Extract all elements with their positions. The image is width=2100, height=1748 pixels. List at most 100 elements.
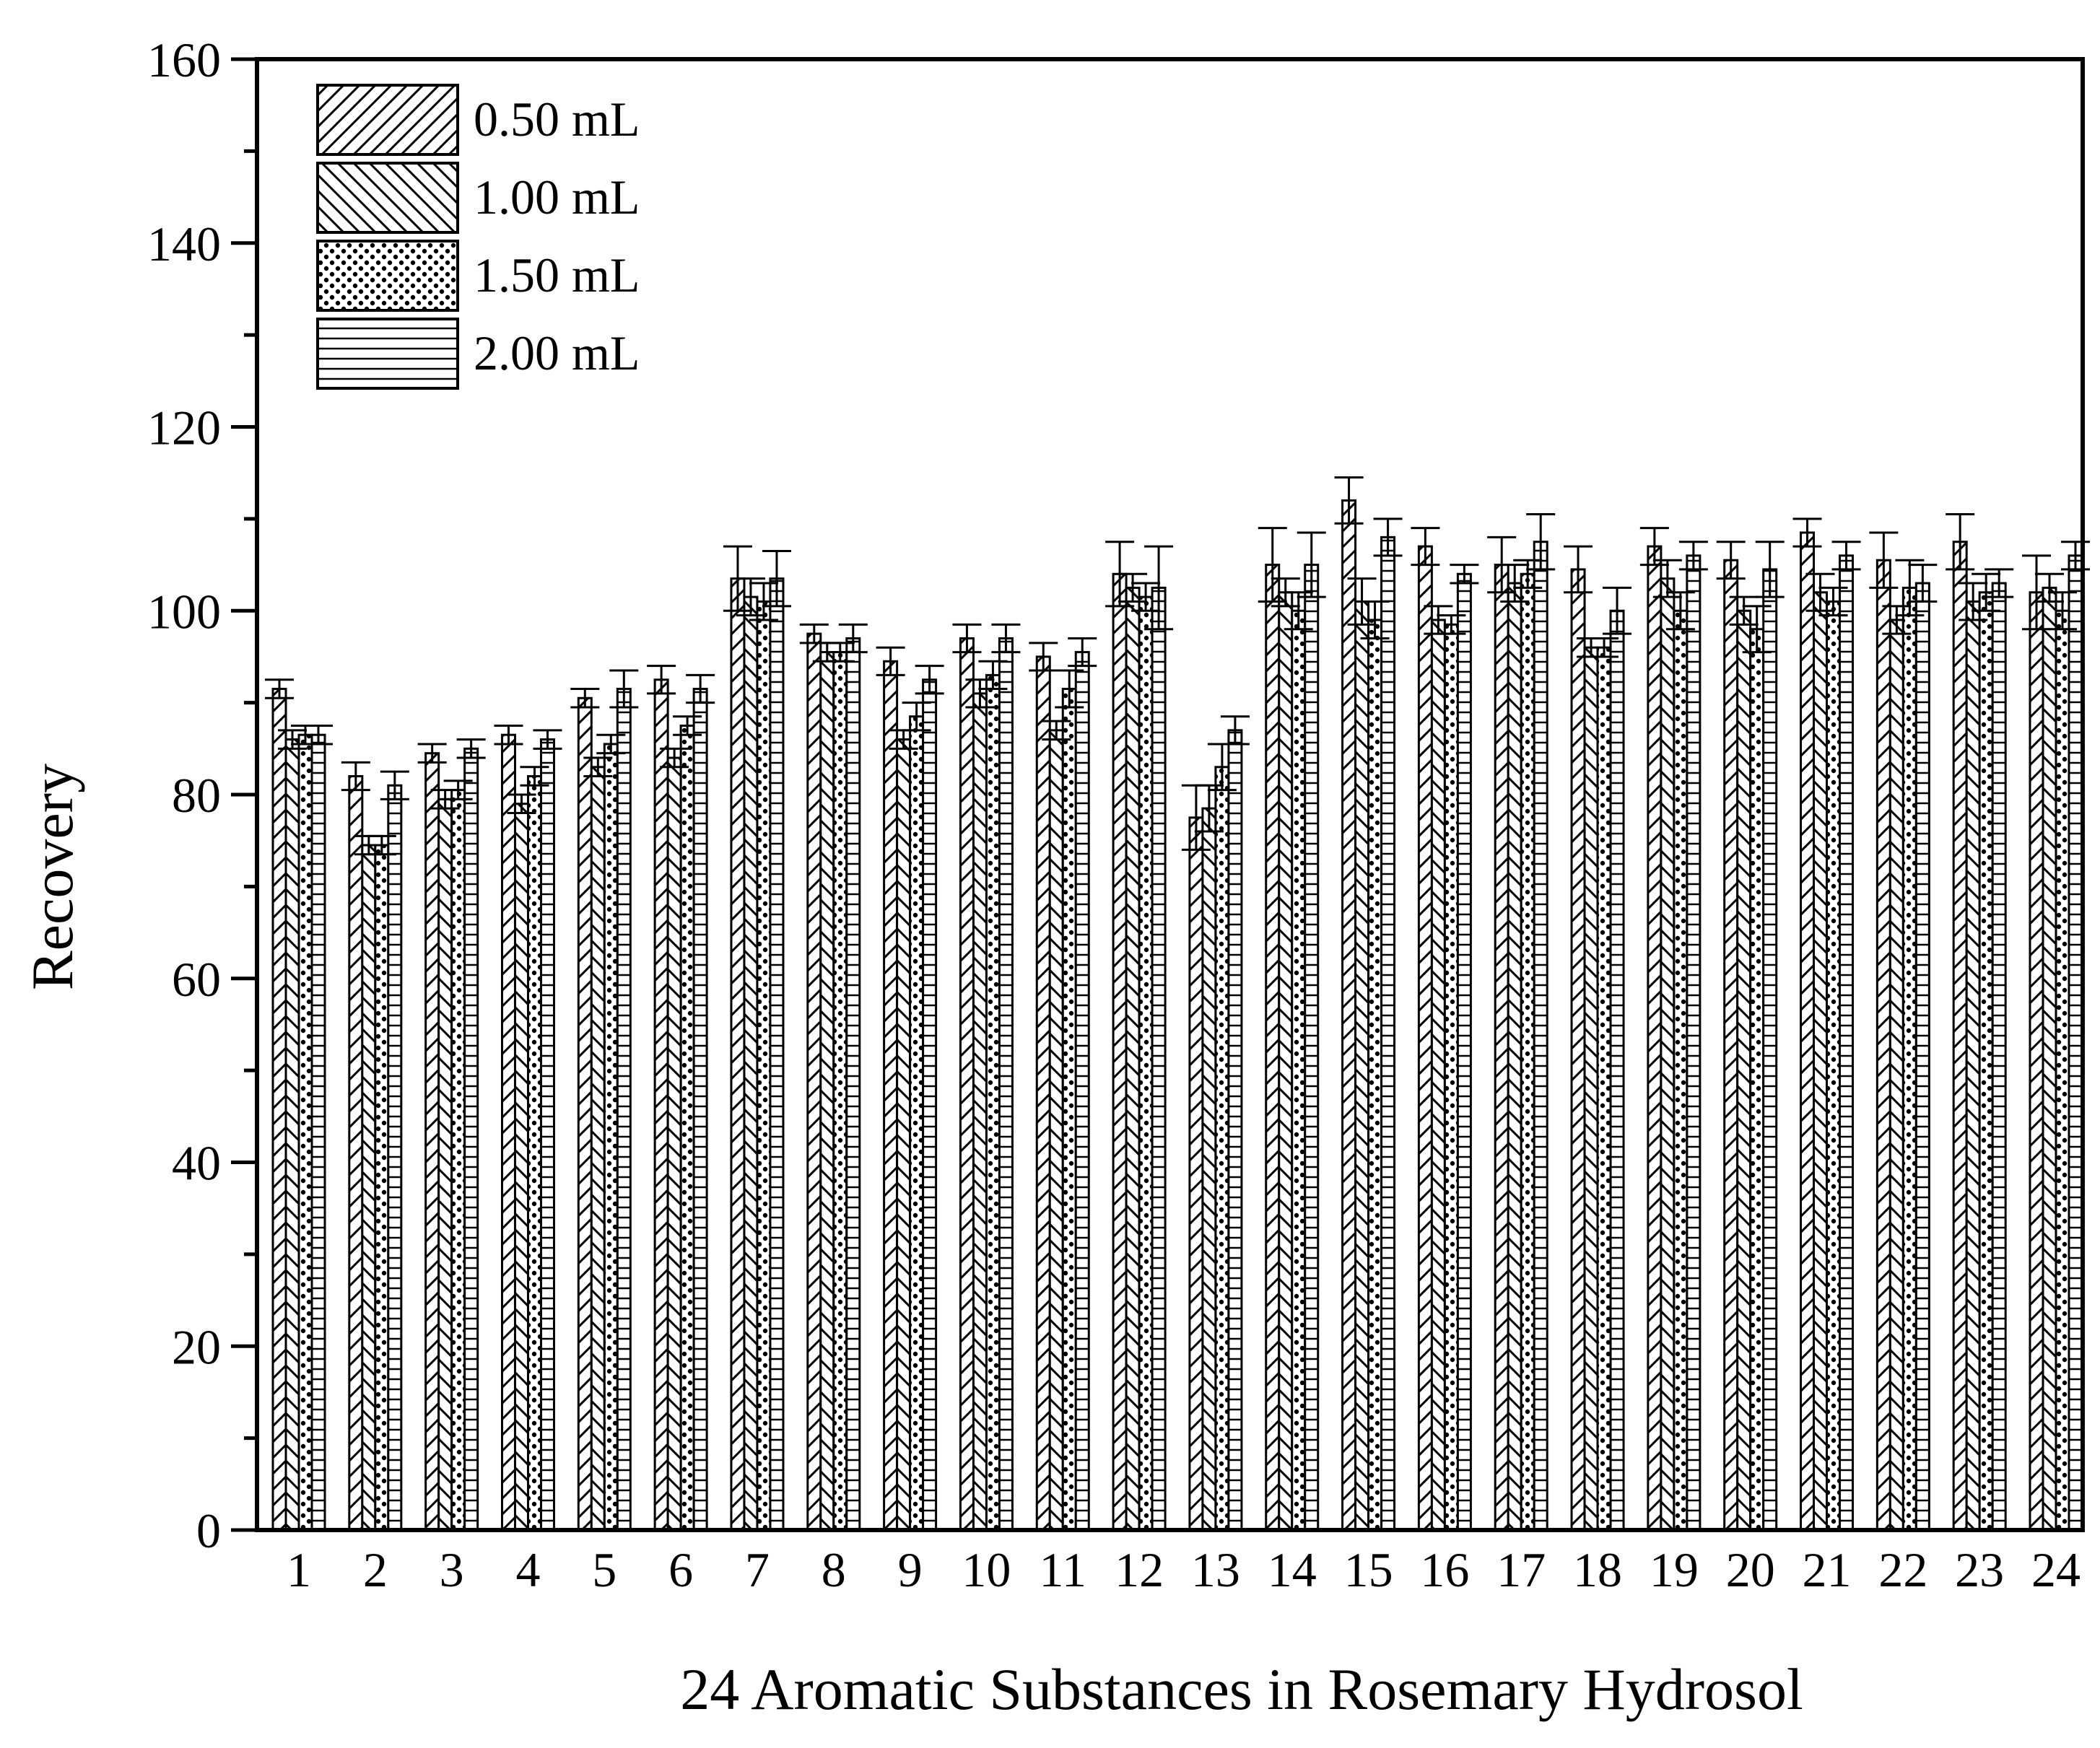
bar-0-50-mlcat-3 <box>424 752 440 1531</box>
bar-1-50-mlcat-16 <box>1443 623 1459 1531</box>
error-bar-1-00-mlcat-1 <box>278 729 307 750</box>
bar-1-50-mlcat-1 <box>297 733 313 1531</box>
error-bar-2-00-mlcat-2 <box>380 770 409 800</box>
legend-label: 0.50 mL <box>474 92 640 147</box>
error-bar-2-00-mlcat-20 <box>1755 541 1785 598</box>
error-bar-2-00-mlcat-16 <box>1450 564 1479 585</box>
legend-label: 2.00 mL <box>474 325 640 380</box>
error-bar-1-00-mlcat-11 <box>1042 720 1071 741</box>
error-bar-0-50-mlcat-8 <box>799 623 829 644</box>
bar-2-00-mlcat-3 <box>463 747 479 1531</box>
error-bar-1-50-mlcat-3 <box>443 779 473 800</box>
bar-1-00-mlcat-21 <box>1813 591 1829 1531</box>
y-tick-label-60: 60 <box>172 952 221 1007</box>
bar-1-50-mlcat-22 <box>1901 586 1917 1531</box>
bar-1-50-mlcat-13 <box>1214 766 1230 1531</box>
bar-1-00-mlcat-10 <box>972 692 988 1531</box>
legend-item-0-50-ml: 0.50 mL <box>316 84 640 156</box>
bars-layer <box>271 499 2083 1531</box>
error-bar-1-50-mlcat-16 <box>1437 614 1466 635</box>
x-tick-label-15: 15 <box>1344 1542 1393 1597</box>
legend-item-1-50-ml: 1.50 mL <box>316 240 640 312</box>
bar-0-50-mlcat-20 <box>1723 559 1739 1531</box>
bar-0-50-mlcat-21 <box>1800 531 1816 1531</box>
error-bar-2-00-mlcat-11 <box>1068 637 1097 668</box>
bar-2-00-mlcat-5 <box>616 688 632 1531</box>
bar-2-00-mlcat-18 <box>1609 609 1625 1531</box>
bar-1-00-mlcat-8 <box>819 651 835 1531</box>
error-bar-0-50-mlcat-19 <box>1639 527 1669 567</box>
error-bar-2-00-mlcat-10 <box>991 623 1021 654</box>
error-bar-1-50-mlcat-22 <box>1895 559 1925 617</box>
error-bar-0-50-mlcat-4 <box>494 724 523 746</box>
bar-1-00-mlcat-18 <box>1583 646 1599 1531</box>
error-bar-2-00-mlcat-8 <box>838 623 868 654</box>
error-bar-0-50-mlcat-9 <box>876 646 905 676</box>
x-axis-title: 24 Aromatic Substances in Rosemary Hydro… <box>680 1656 1803 1722</box>
x-tick-label-6: 6 <box>668 1542 693 1597</box>
bar-0-50-mlcat-9 <box>883 660 899 1531</box>
bar-1-00-mlcat-15 <box>1354 600 1370 1531</box>
bar-2-00-mlcat-16 <box>1456 572 1472 1531</box>
bar-0-50-mlcat-13 <box>1188 816 1204 1531</box>
bar-2-00-mlcat-14 <box>1304 564 1320 1531</box>
error-bar-2-00-mlcat-18 <box>1603 586 1632 635</box>
bar-1-00-mlcat-7 <box>743 595 759 1531</box>
y-axis-ticks: 0 20 40 60 80 100 120 140 160 <box>147 32 257 1558</box>
y-tick-label-40: 40 <box>172 1136 221 1191</box>
bar-0-50-mlcat-6 <box>653 678 669 1531</box>
bar-2-00-mlcat-9 <box>922 678 938 1531</box>
bar-2-00-mlcat-23 <box>1991 582 2007 1531</box>
error-bar-1-50-mlcat-18 <box>1590 637 1619 658</box>
y-tick-label-140: 140 <box>147 217 221 271</box>
error-bar-1-00-mlcat-10 <box>965 678 995 709</box>
bar-2-00-mlcat-10 <box>998 637 1014 1531</box>
error-bar-1-50-mlcat-12 <box>1131 582 1161 612</box>
error-bar-1-50-mlcat-19 <box>1665 591 1695 631</box>
bar-1-00-mlcat-4 <box>513 803 529 1531</box>
error-bar-2-00-mlcat-17 <box>1526 513 1556 571</box>
bar-1-50-mlcat-10 <box>985 673 1001 1531</box>
x-tick-label-10: 10 <box>962 1542 1011 1597</box>
bar-1-00-mlcat-3 <box>437 797 453 1531</box>
bar-2-00-mlcat-13 <box>1227 729 1243 1531</box>
bar-0-50-mlcat-18 <box>1570 568 1586 1531</box>
error-bar-2-00-mlcat-14 <box>1297 531 1326 598</box>
legend-swatch <box>316 162 459 234</box>
error-bar-0-50-mlcat-20 <box>1716 541 1746 580</box>
error-bar-0-50-mlcat-22 <box>1869 531 1899 589</box>
error-bar-1-00-mlcat-5 <box>583 756 613 778</box>
error-bar-1-50-mlcat-24 <box>2048 591 2077 631</box>
error-bar-1-50-mlcat-15 <box>1360 600 1390 639</box>
error-bar-0-50-mlcat-18 <box>1564 545 1593 594</box>
x-tick-label-17: 17 <box>1496 1542 1546 1597</box>
bar-1-00-mlcat-24 <box>2042 586 2057 1531</box>
x-tick-label-13: 13 <box>1191 1542 1240 1597</box>
bar-1-00-mlcat-1 <box>284 738 300 1531</box>
bar-1-50-mlcat-19 <box>1673 609 1689 1531</box>
error-bar-1-50-mlcat-5 <box>596 733 626 755</box>
y-tick-label-20: 20 <box>172 1319 221 1374</box>
error-bar-1-50-mlcat-21 <box>1818 586 1848 617</box>
error-bar-1-50-mlcat-7 <box>749 582 778 621</box>
error-bar-2-00-mlcat-7 <box>762 549 791 608</box>
y-axis-title: Recovery <box>19 764 85 990</box>
legend-swatch <box>316 318 459 390</box>
error-bar-2-00-mlcat-12 <box>1144 545 1174 631</box>
bar-1-00-mlcat-14 <box>1278 591 1294 1531</box>
bar-2-00-mlcat-6 <box>692 688 708 1531</box>
error-bar-1-00-mlcat-23 <box>1959 582 1988 621</box>
error-bar-2-00-mlcat-19 <box>1678 541 1708 571</box>
error-bar-1-00-mlcat-17 <box>1500 564 1530 603</box>
error-bar-1-50-mlcat-11 <box>1055 669 1084 709</box>
error-bar-1-50-mlcat-17 <box>1513 559 1543 589</box>
error-bar-0-50-mlcat-1 <box>265 678 294 699</box>
bar-2-00-mlcat-1 <box>310 733 326 1531</box>
bar-2-00-mlcat-19 <box>1686 554 1702 1531</box>
error-bar-0-50-mlcat-10 <box>952 623 982 654</box>
error-bar-1-50-mlcat-23 <box>1972 572 2001 612</box>
error-bar-1-00-mlcat-21 <box>1805 572 1835 612</box>
bar-0-50-mlcat-23 <box>1952 541 1968 1531</box>
legend: 0.50 mL 1.00 mL 1.50 mL 2.00 mL <box>316 84 640 390</box>
